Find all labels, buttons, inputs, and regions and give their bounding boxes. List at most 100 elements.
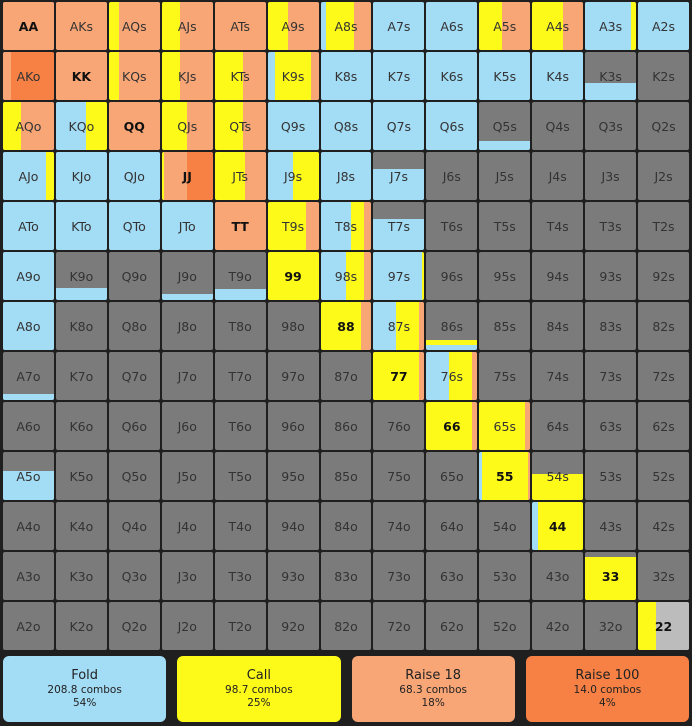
hand-cell[interactable]: J2o <box>161 602 213 650</box>
hand-cell[interactable]: 43s <box>585 502 637 550</box>
hand-cell[interactable]: J9s <box>267 152 319 200</box>
hand-cell[interactable]: 84s <box>532 302 584 350</box>
hand-cell[interactable]: T5o <box>214 452 266 500</box>
hand-cell[interactable]: KTs <box>214 52 266 100</box>
hand-cell[interactable]: 73s <box>585 352 637 400</box>
hand-cell[interactable]: T6s <box>426 202 478 250</box>
hand-cell[interactable]: 42s <box>638 502 689 550</box>
hand-cell[interactable]: A6o <box>3 402 54 450</box>
hand-cell[interactable]: 42o <box>532 602 584 650</box>
hand-cell[interactable]: T7o <box>214 352 266 400</box>
hand-cell[interactable]: K2o <box>55 602 107 650</box>
hand-cell[interactable]: 97s <box>373 252 425 300</box>
legend-fold[interactable]: Fold 208.8 combos 54% <box>3 656 167 722</box>
hand-cell[interactable]: 76s <box>426 352 478 400</box>
hand-cell[interactable]: Q2s <box>638 102 689 150</box>
hand-cell[interactable]: 62o <box>426 602 478 650</box>
hand-cell[interactable]: AQo <box>3 102 54 150</box>
legend-call[interactable]: Call 98.7 combos 25% <box>177 656 341 722</box>
hand-cell[interactable]: 93o <box>267 552 319 600</box>
hand-cell[interactable]: A2o <box>3 602 54 650</box>
hand-cell[interactable]: K6o <box>55 402 107 450</box>
hand-cell[interactable]: Q3o <box>108 552 160 600</box>
hand-cell[interactable]: J4o <box>161 502 213 550</box>
hand-cell[interactable]: KJs <box>161 52 213 100</box>
hand-cell[interactable]: KJo <box>55 152 107 200</box>
hand-cell[interactable]: K8s <box>320 52 372 100</box>
hand-cell[interactable]: 97o <box>267 352 319 400</box>
hand-cell[interactable]: J5o <box>161 452 213 500</box>
hand-cell[interactable]: KQo <box>55 102 107 150</box>
hand-cell[interactable]: 96s <box>426 252 478 300</box>
hand-cell[interactable]: A8s <box>320 2 372 50</box>
hand-cell[interactable]: K4s <box>532 52 584 100</box>
hand-cell[interactable]: J8s <box>320 152 372 200</box>
hand-cell[interactable]: T3s <box>585 202 637 250</box>
hand-cell[interactable]: KQs <box>108 52 160 100</box>
hand-cell[interactable]: 74s <box>532 352 584 400</box>
hand-cell[interactable]: K9o <box>55 252 107 300</box>
hand-cell[interactable]: QQ <box>108 102 160 150</box>
hand-cell[interactable]: J4s <box>532 152 584 200</box>
hand-cell[interactable]: Q9s <box>267 102 319 150</box>
hand-cell[interactable]: K9s <box>267 52 319 100</box>
hand-cell[interactable]: Q7s <box>373 102 425 150</box>
hand-cell[interactable]: T8s <box>320 202 372 250</box>
hand-cell[interactable]: 96o <box>267 402 319 450</box>
hand-cell[interactable]: T5s <box>479 202 531 250</box>
hand-cell[interactable]: A3o <box>3 552 54 600</box>
hand-cell[interactable]: Q6s <box>426 102 478 150</box>
hand-cell[interactable]: JTs <box>214 152 266 200</box>
hand-cell[interactable]: 63o <box>426 552 478 600</box>
hand-cell[interactable]: ATo <box>3 202 54 250</box>
hand-cell[interactable]: 75s <box>479 352 531 400</box>
hand-cell[interactable]: 85o <box>320 452 372 500</box>
hand-cell[interactable]: A4o <box>3 502 54 550</box>
hand-cell[interactable]: A3s <box>585 2 637 50</box>
hand-cell[interactable]: A7o <box>3 352 54 400</box>
hand-cell[interactable]: 63s <box>585 402 637 450</box>
hand-cell[interactable]: T6o <box>214 402 266 450</box>
hand-cell[interactable]: T3o <box>214 552 266 600</box>
hand-cell[interactable]: T8o <box>214 302 266 350</box>
hand-cell[interactable]: QJo <box>108 152 160 200</box>
legend-raise-100[interactable]: Raise 100 14.0 combos 4% <box>525 656 689 722</box>
hand-cell[interactable]: 54s <box>532 452 584 500</box>
hand-cell[interactable]: 76o <box>373 402 425 450</box>
hand-cell[interactable]: 82o <box>320 602 372 650</box>
hand-cell[interactable]: 92s <box>638 252 689 300</box>
hand-cell[interactable]: TT <box>214 202 266 250</box>
hand-cell[interactable]: 52o <box>479 602 531 650</box>
hand-cell[interactable]: 43o <box>532 552 584 600</box>
hand-cell[interactable]: 87s <box>373 302 425 350</box>
hand-cell[interactable]: K7s <box>373 52 425 100</box>
hand-cell[interactable]: KK <box>55 52 107 100</box>
hand-cell[interactable]: 32o <box>585 602 637 650</box>
hand-cell[interactable]: Q9o <box>108 252 160 300</box>
hand-cell[interactable]: A5o <box>3 452 54 500</box>
hand-cell[interactable]: K3o <box>55 552 107 600</box>
hand-cell[interactable]: A8o <box>3 302 54 350</box>
hand-cell[interactable]: Q5o <box>108 452 160 500</box>
hand-cell[interactable]: T4s <box>532 202 584 250</box>
hand-cell[interactable]: A9o <box>3 252 54 300</box>
hand-cell[interactable]: 86o <box>320 402 372 450</box>
hand-cell[interactable]: AKs <box>55 2 107 50</box>
hand-cell[interactable]: T2s <box>638 202 689 250</box>
hand-cell[interactable]: A7s <box>373 2 425 50</box>
hand-cell[interactable]: 82s <box>638 302 689 350</box>
hand-cell[interactable]: JTo <box>161 202 213 250</box>
hand-cell[interactable]: K7o <box>55 352 107 400</box>
hand-cell[interactable]: AJo <box>3 152 54 200</box>
hand-cell[interactable]: 53o <box>479 552 531 600</box>
hand-cell[interactable]: Q2o <box>108 602 160 650</box>
hand-cell[interactable]: 83o <box>320 552 372 600</box>
hand-cell[interactable]: J8o <box>161 302 213 350</box>
hand-cell[interactable]: 62s <box>638 402 689 450</box>
hand-cell[interactable]: 52s <box>638 452 689 500</box>
hand-cell[interactable]: 65o <box>426 452 478 500</box>
hand-cell[interactable]: JJ <box>161 152 213 200</box>
hand-cell[interactable]: Q7o <box>108 352 160 400</box>
hand-cell[interactable]: 98s <box>320 252 372 300</box>
hand-cell[interactable]: 84o <box>320 502 372 550</box>
